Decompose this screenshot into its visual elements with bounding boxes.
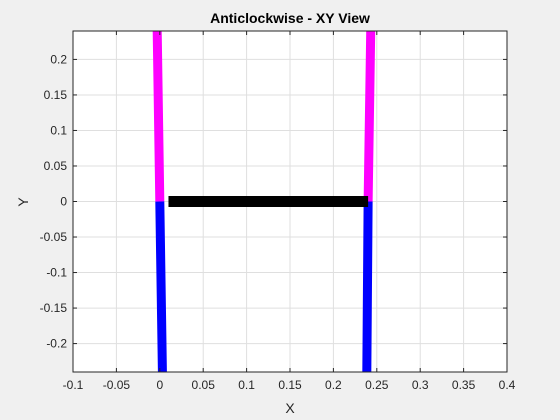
x-tick-label: 0.3 <box>412 378 429 392</box>
x-tick-label: 0.05 <box>192 378 216 392</box>
y-tick-label: 0.1 <box>50 123 67 137</box>
ticks: -0.1 -0.05 0 0.05 0.1 0.15 0.2 0.25 0.3 0.35 0.4 0.… <box>40 31 516 392</box>
x-tick-label: 0.1 <box>238 378 255 392</box>
x-tick-label: 0 <box>156 378 163 392</box>
x-tick-label: -0.1 <box>63 378 84 392</box>
x-tick-label: 0.15 <box>278 378 302 392</box>
series-line <box>363 31 376 202</box>
y-tick-label: -0.15 <box>40 301 68 315</box>
series-group <box>152 31 376 372</box>
x-tick-label: 0.25 <box>365 378 389 392</box>
y-tick-label: 0 <box>60 195 67 209</box>
series-line <box>155 201 167 372</box>
x-axis-label: X <box>285 400 295 416</box>
y-axis-label: Y <box>15 197 31 207</box>
y-tick-label: -0.05 <box>40 230 68 244</box>
x-tick-label: -0.05 <box>103 378 131 392</box>
y-tick-label: -0.2 <box>46 337 67 351</box>
y-tick-label: 0.05 <box>44 159 68 173</box>
series-line <box>362 201 373 372</box>
x-tick-label: 0.35 <box>452 378 476 392</box>
chart-title: Anticlockwise - XY View <box>210 10 370 26</box>
y-tick-label: 0.15 <box>44 88 68 102</box>
series-line <box>152 31 165 202</box>
plot-series <box>152 31 376 372</box>
y-tick-label: -0.1 <box>46 266 67 280</box>
x-tick-label: 0.2 <box>325 378 342 392</box>
x-tick-label: 0.4 <box>499 378 516 392</box>
y-tick-label: 0.2 <box>50 52 67 66</box>
